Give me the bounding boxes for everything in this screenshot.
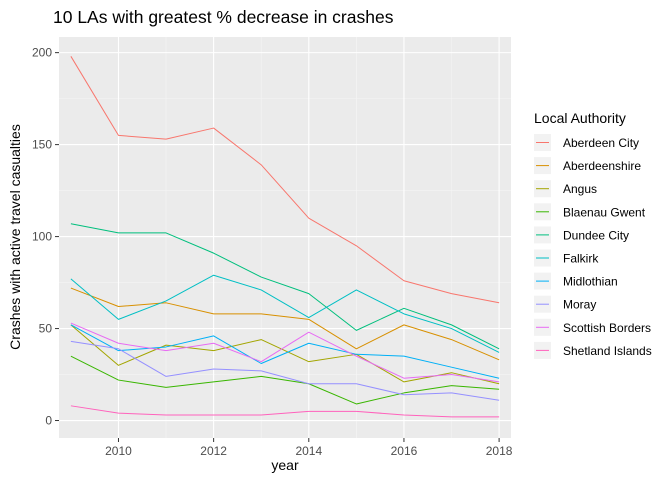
series-lines — [70, 56, 500, 418]
y-axis-title: Crashes with active travel casualties — [7, 124, 23, 350]
legend-label: Aberdeen City — [563, 136, 639, 150]
legend-items: Aberdeen City Aberdeenshire Angus Blaenau G… — [534, 134, 652, 359]
legend-label: Falkirk — [563, 252, 599, 266]
series-line — [70, 405, 500, 418]
y-tick-label: 150 — [32, 138, 52, 152]
x-tick-label: 2014 — [295, 444, 322, 458]
legend-label: Blaenau Gwent — [563, 205, 646, 219]
y-axis-ticks: 0 50 100 150 200 — [32, 46, 59, 428]
series-line — [70, 287, 500, 361]
legend-label: Moray — [563, 298, 596, 312]
minor-gridlines — [59, 37, 511, 438]
series-line — [70, 322, 500, 383]
y-tick-label: 100 — [32, 230, 52, 244]
legend-label: Shetland Islands — [563, 344, 652, 358]
plot-panel — [59, 37, 511, 438]
legend-label: Scottish Borders — [563, 321, 651, 335]
y-tick-label: 200 — [32, 46, 52, 60]
x-tick-label: 2012 — [200, 444, 227, 458]
x-tick-label: 2018 — [486, 444, 513, 458]
y-tick-label: 50 — [39, 322, 53, 336]
legend-label: Angus — [563, 182, 597, 196]
series-line — [70, 274, 500, 353]
legend-label: Aberdeenshire — [563, 159, 641, 173]
legend: Local Authority Aberdeen City Aberdeenshi… — [534, 110, 652, 359]
series-line — [70, 56, 500, 304]
series-line — [70, 355, 500, 405]
legend-label: Dundee City — [563, 228, 629, 242]
series-line — [70, 324, 500, 385]
x-tick-label: 2016 — [391, 444, 418, 458]
chart-title: 10 LAs with greatest % decrease in crash… — [53, 7, 394, 27]
legend-label: Midlothian — [563, 275, 618, 289]
series-line — [70, 324, 500, 379]
legend-title: Local Authority — [534, 110, 626, 126]
series-line — [70, 223, 500, 350]
x-axis-title: year — [271, 457, 299, 473]
series-line — [70, 340, 500, 401]
x-axis-ticks: 2010 2012 2014 2016 2018 — [105, 438, 513, 458]
x-tick-label: 2010 — [105, 444, 132, 458]
y-tick-label: 0 — [45, 414, 52, 428]
major-gridlines — [59, 37, 511, 438]
